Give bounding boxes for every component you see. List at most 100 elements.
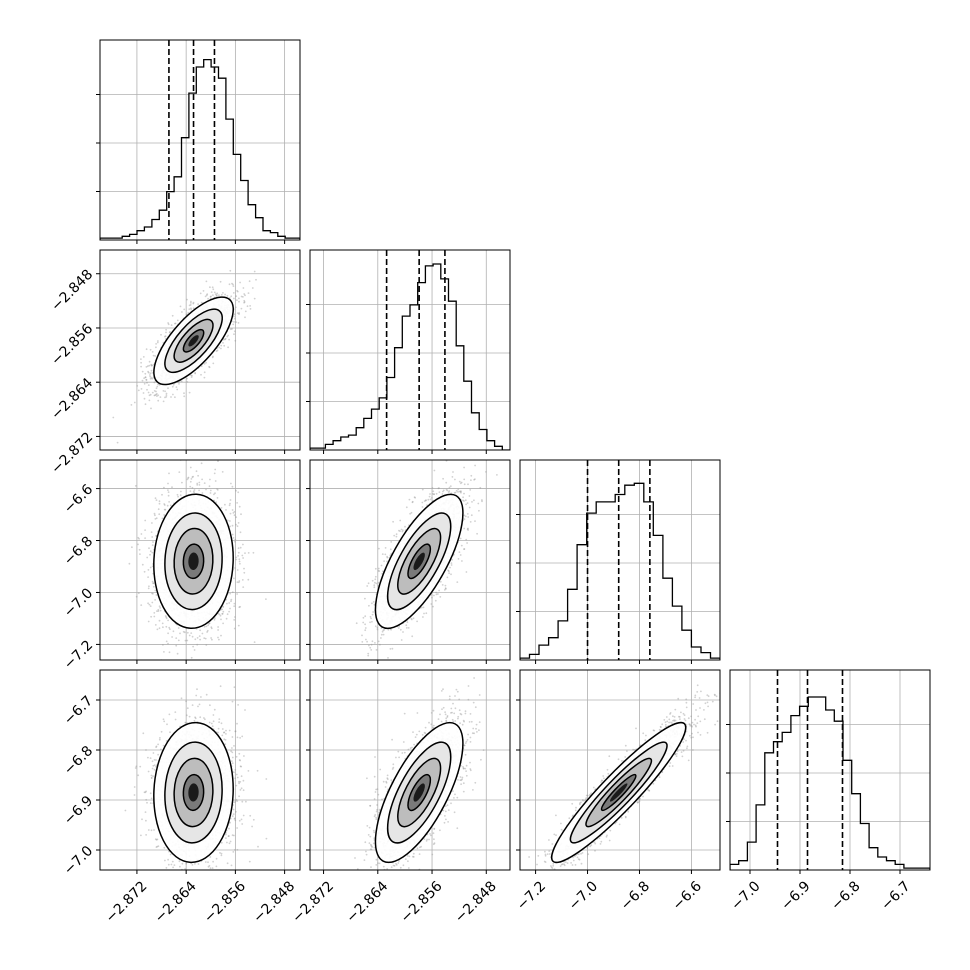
sample-point [151,601,154,604]
sample-point [140,604,143,606]
sample-point [231,524,234,527]
sample-point [147,569,150,571]
sample-point [158,502,161,505]
density-layer [100,250,300,450]
sample-point [233,510,236,513]
sample-point [214,480,217,482]
sample-point [228,504,231,507]
sample-point [153,390,156,392]
sample-point [145,378,148,381]
sample-point [190,302,192,304]
sample-point [140,365,143,368]
sample-point [206,293,209,296]
sample-point [146,381,148,384]
sample-point [253,270,256,273]
sample-point [204,637,207,640]
sample-point [232,285,235,287]
sample-point [253,297,256,300]
sample-point [235,523,237,526]
sample-point [144,376,147,379]
sample-point [151,522,153,524]
sample-point [163,504,166,506]
density-peak [188,552,199,570]
sample-point [236,289,239,292]
sample-point [147,384,150,386]
sample-point [188,391,191,394]
sample-point [192,307,195,310]
sample-point [233,605,236,608]
sample-point [209,478,211,481]
sample-point [238,300,240,303]
sample-point [222,610,225,613]
sample-point [155,387,158,390]
sample-point [149,348,152,351]
sample-point [147,371,150,374]
panel-2-0: −6.6−6.8−7.0−7.2 [61,459,301,673]
sample-point [217,636,219,639]
sample-point [190,656,193,659]
sample-point [196,482,199,485]
sample-point [190,632,193,634]
sample-point [152,585,155,588]
sample-point [162,626,164,629]
sample-point [179,632,181,635]
sample-point [218,638,220,641]
sample-point [191,476,194,479]
sample-point [157,399,160,402]
sample-point [253,641,256,643]
sample-point [153,612,156,614]
sample-point [215,294,218,296]
sample-point [242,287,245,289]
sample-point [151,544,154,547]
sample-point [238,580,241,582]
sample-point [224,503,226,506]
sample-point [191,635,194,638]
histogram-bars [310,263,510,450]
sample-point [155,517,158,520]
sample-point [152,592,154,595]
sample-point [227,346,230,349]
sample-point [155,343,158,345]
sample-point [206,629,209,632]
sample-point [221,613,224,615]
sample-point [203,371,206,374]
sample-point [177,639,180,642]
sample-point [234,317,236,320]
sample-point [151,536,154,538]
sample-point [190,308,193,311]
sample-point [231,509,234,511]
sample-point [233,330,236,333]
sample-point [224,293,227,296]
sample-point [199,638,202,641]
sample-point [139,553,141,555]
sample-point [242,557,245,559]
sample-point [165,396,168,398]
sample-point [231,328,233,330]
sample-point [208,366,211,369]
sample-point [402,631,404,633]
sample-point [140,358,142,360]
sample-point [130,404,133,406]
sample-point [157,608,160,611]
sample-point [244,294,246,297]
sample-point [239,531,242,534]
sample-point [161,493,163,496]
sample-point [146,365,149,368]
sample-point [131,546,133,549]
sample-point [228,338,231,341]
sample-point [196,643,199,646]
sample-point [164,508,167,511]
sample-point [188,304,191,307]
sample-point [210,626,213,629]
sample-point [175,637,178,639]
sample-point [220,618,222,621]
sample-point [137,543,139,546]
sample-point [232,512,235,514]
sample-point [159,396,162,398]
sample-point [180,380,183,383]
sample-point [208,622,210,625]
sample-point [149,374,151,376]
sample-point [150,369,153,372]
sample-point [187,477,190,479]
